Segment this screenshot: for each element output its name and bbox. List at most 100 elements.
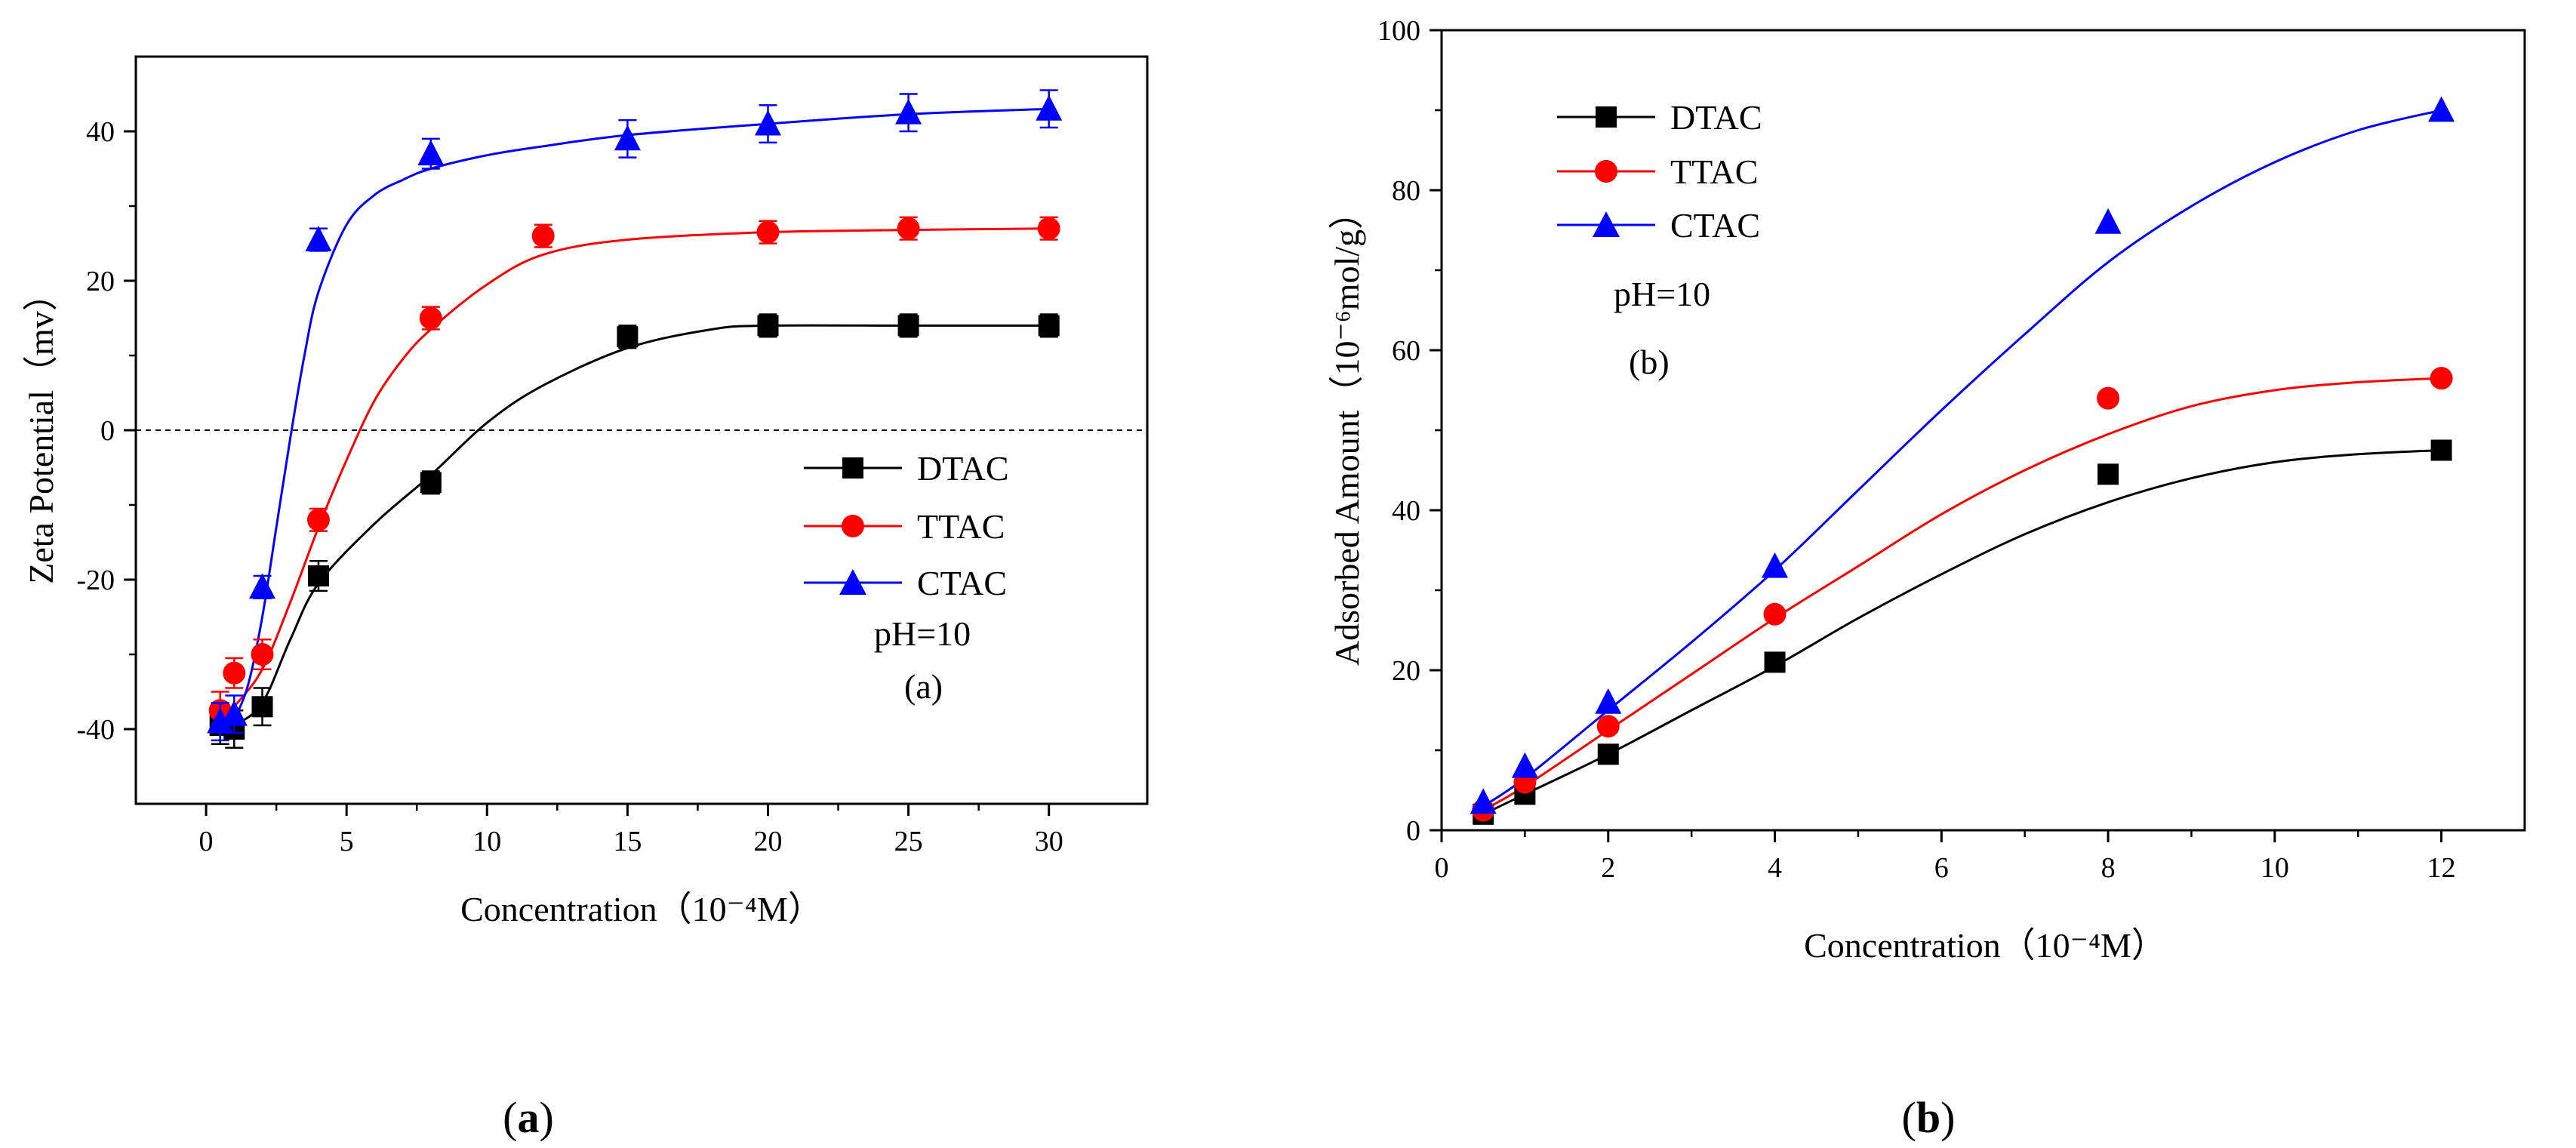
chart-b-ctac-point [1762,552,1789,578]
legend-b-ttac-marker [1595,160,1617,183]
legend-a-dtac-marker [842,457,863,479]
chart-a-ttac-point [897,217,920,240]
chart-b-xtick-label: 10 [2261,852,2289,884]
chart-a-ctac-point [895,98,922,125]
chart-b-ttac-point [1596,715,1620,738]
chart-b-xtick-label: 2 [1601,852,1615,884]
chart-b-xtick-label: 6 [1934,852,1949,884]
chart-a-ttac-point [419,306,442,330]
chart-a-ttac-point [223,661,246,685]
chart-b-ytick-label: 20 [1392,655,1420,687]
chart-b-xtick-label: 8 [2101,852,2116,884]
legend-b-dtac-marker [1596,106,1617,128]
chart-a-ytick-label: 20 [86,266,115,297]
chart-a-dtac-point [307,565,329,587]
chart-a: 0 5 10 15 20 25 30 -40 -20 0 20 40 Concentration（10… [22,55,1149,1142]
chart-a-ctac-point [249,573,275,599]
caption-b-letter: b [1916,1093,1940,1142]
chart-a-ctac-point [417,140,445,166]
chart-a-fit-curves [219,107,1049,731]
chart-a-xtick-label: 0 [199,826,214,857]
legend-a-ttac-marker [842,515,864,537]
chart-a-ctac-point [220,700,248,726]
caption-a-letter: a [518,1093,540,1142]
chart-b-ph-note: pH=10 [1614,275,1710,313]
legend-b-ctac-label: CTAC [1670,206,1760,245]
chart-a-markers [207,89,1063,749]
chart-b-ctac-point [1595,688,1622,714]
chart-b-ttac-point [2430,367,2453,390]
chart-b-dtac-point [2097,463,2119,485]
chart-b-dtac-fit-line [1482,449,2442,816]
legend-b-dtac-label: DTAC [1670,98,1762,137]
chart-b-ytick-label: 60 [1392,335,1420,367]
chart-b-ytick-label: 40 [1392,495,1420,527]
chart-b-legend: DTAC TTAC CTAC [1557,98,1762,245]
chart-b-dtac-point [1764,651,1786,673]
chart-b-ctac-point [1511,752,1538,778]
chart-a-ctac-point [305,226,332,251]
chart-a-xtick-label: 30 [1035,826,1063,857]
legend-a-ctac-marker [839,569,866,595]
legend-b-ctac-marker [1593,211,1620,237]
chart-a-ttac-point [306,508,330,531]
chart-a-ctac-point [614,125,641,151]
chart-a-ctac-point [755,109,781,136]
chart-a-dtac-point [1038,315,1060,337]
chart-b-ctac-fit-line [1482,109,2442,808]
chart-b-xtick-label: 0 [1435,852,1449,884]
chart-a-xlabel: Concentration（10⁻⁴M） [460,890,823,928]
chart-a-ttac-point [756,220,780,244]
chart-b-ytick-label: 80 [1392,175,1420,207]
chart-b-xtick-label: 12 [2427,852,2456,884]
chart-a-ctac-fit-line [219,107,1049,731]
legend-b-ttac-label: TTAC [1670,152,1758,191]
chart-b-xlabel: Concentration（10⁻⁴M） [1804,926,2166,965]
chart-a-ctac-point [207,707,234,734]
chart-a-dtac-fit-line [220,324,1049,731]
caption-b: (b) [1902,1093,1956,1142]
chart-a-ytick-label: -20 [76,565,115,596]
legend-a-ctac-label: CTAC [917,564,1007,602]
chart-a-ytick-label: -40 [76,714,115,746]
chart-b-ttac-point [2097,386,2120,410]
chart-a-ttac-point [1037,217,1060,240]
chart-b-ctac-point [1470,788,1497,814]
chart-a-dtac-point [420,472,442,494]
chart-a-ticks: 0 5 10 15 20 25 30 -40 -20 0 20 40 [76,116,1063,857]
chart-a-dtac-point [897,315,919,337]
chart-b-ttac-point [1763,602,1787,626]
chart-b-ytick-label: 0 [1406,815,1420,847]
chart-b-ctac-point [2094,208,2122,234]
chart-b-ytick-label: 100 [1377,15,1420,47]
chart-b-markers [1470,96,2455,825]
chart-a-dtac-point [757,315,779,337]
chart-a-ph-note: pH=10 [874,614,971,653]
chart-b: 0 2 4 6 8 10 12 0 20 40 60 80 100 Concentration（10⁻⁴… [1328,15,2526,1142]
chart-b-dtac-point [1597,743,1619,765]
chart-a-xtick-label: 5 [340,826,354,857]
chart-a-ylabel: Zeta Potential（mv） [22,276,60,584]
chart-a-legend: DTAC TTAC CTAC [804,449,1009,602]
chart-a-ytick-label: 40 [86,116,115,148]
chart-a-dtac-point [251,696,273,718]
chart-b-ticks: 0 2 4 6 8 10 12 0 20 40 60 80 100 [1377,15,2456,884]
chart-a-ttac-point [251,643,274,666]
chart-a-ctac-point [1036,94,1063,121]
chart-b-fit-curves [1482,109,2442,816]
legend-a-ttac-label: TTAC [917,507,1005,546]
chart-a-xtick-label: 10 [472,826,501,857]
chart-a-xtick-label: 15 [613,826,642,857]
chart-b-ctac-point [2428,96,2455,122]
chart-a-panel-note: (a) [904,667,943,706]
legend-a-dtac-label: DTAC [917,449,1009,488]
chart-b-dtac-point [2430,439,2452,461]
chart-b-panel-note: (b) [1629,343,1670,381]
chart-a-ytick-label: 0 [100,415,115,447]
chart-a-ttac-point [531,224,555,248]
caption-a: (a) [503,1093,554,1142]
chart-a-xtick-label: 20 [754,826,783,857]
chart-b-ylabel: Adsorbed Amount（10⁻⁶mol/g） [1328,195,1366,666]
chart-a-ttac-fit-line [219,227,1049,723]
